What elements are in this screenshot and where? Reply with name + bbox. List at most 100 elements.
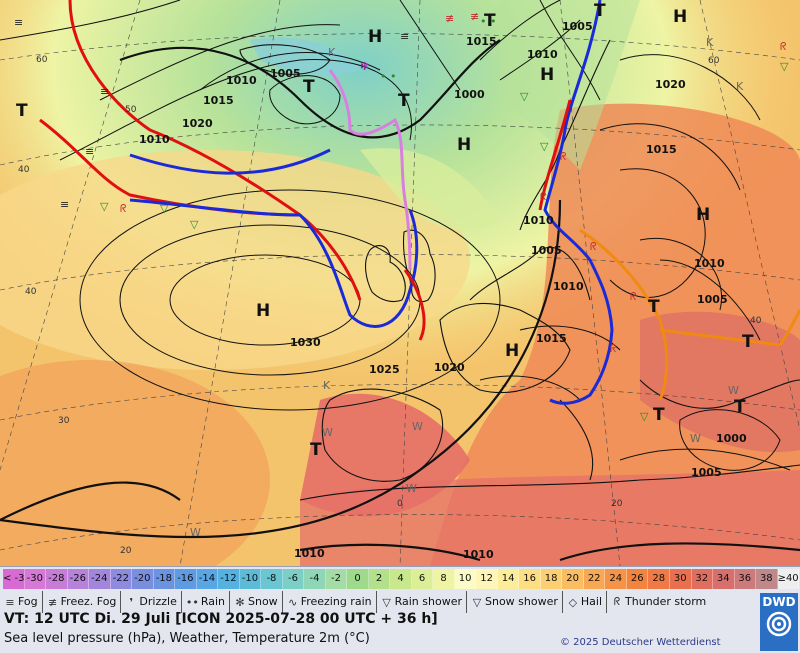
isobar-label: 1010 <box>527 48 558 61</box>
scale-cell: 10 <box>454 569 477 589</box>
isobar-label: 1010 <box>553 280 584 293</box>
north-sea-cool-area <box>360 148 500 231</box>
air-mass-mark: W <box>728 384 739 397</box>
isobar-label: 1005 <box>697 293 728 306</box>
isobar-label: 1020 <box>655 78 686 91</box>
high-pressure-center: H <box>505 341 519 361</box>
svg-text:≡: ≡ <box>400 30 409 43</box>
occluded-front <box>328 69 412 271</box>
legend-panel: < -30-30-28-26-24-22-20-18-16-14-12-10-8… <box>0 566 800 653</box>
svg-text:ᖇ: ᖇ <box>610 342 617 355</box>
isobar-label: 1020 <box>434 361 465 374</box>
scale-cell: ≥40 °C <box>777 569 800 589</box>
isobar-label: 1000 <box>454 88 485 101</box>
svg-text:ᖇ: ᖇ <box>630 290 637 303</box>
warm-front-north-atlantic <box>68 0 362 301</box>
scale-cell: -4 <box>304 569 326 589</box>
legend-item: ▽ Snow shower <box>471 591 563 613</box>
isobar-label: 1015 <box>203 94 234 107</box>
scale-cell: -26 <box>67 569 90 589</box>
scale-cell: 26 <box>626 569 649 589</box>
high-pressure-center: H <box>696 205 710 225</box>
legend-item: ◇ Hail <box>567 591 608 613</box>
scale-cell: 38 <box>756 569 778 589</box>
legend-label: Hail <box>580 595 603 608</box>
svg-text:≡: ≡ <box>85 145 94 158</box>
scale-cell: < -30 <box>3 569 25 589</box>
svg-text:ᖇ: ᖇ <box>120 202 127 215</box>
trough-line-east <box>579 228 669 401</box>
lat-label: 30 <box>58 416 70 426</box>
svg-text:• •: • • <box>480 15 496 28</box>
scale-cell: 8 <box>433 569 455 589</box>
isobar-label: 1005 <box>691 466 722 479</box>
svg-text:≡: ≡ <box>14 16 23 29</box>
lon-label: 0 <box>397 499 403 509</box>
svg-text:≢: ≢ <box>470 10 479 23</box>
isobars <box>0 0 800 562</box>
scale-cell: -14 <box>196 569 219 589</box>
scale-cell: -16 <box>175 569 197 589</box>
air-mass-mark: K <box>328 46 336 59</box>
svg-text:• •: • • <box>380 70 396 83</box>
svg-text:ᖇ: ᖇ <box>590 240 597 253</box>
mid-atlantic-warm-area <box>0 150 470 370</box>
scale-cell: -12 <box>218 569 240 589</box>
legend-item: ▽ Rain shower <box>381 591 467 613</box>
svg-text:ᖇ: ᖇ <box>780 40 787 53</box>
low-pressure-center: T <box>16 101 28 121</box>
low-pressure-center: T <box>594 1 606 21</box>
svg-text:▽: ▽ <box>540 140 549 153</box>
svg-text:ᖇ: ᖇ <box>540 190 547 203</box>
legend-label: Fog <box>18 595 38 608</box>
drizzle-icon: ❜ <box>129 595 134 609</box>
scale-cell: 24 <box>605 569 627 589</box>
svg-text:▽: ▽ <box>190 218 199 231</box>
scale-cell: 6 <box>411 569 434 589</box>
low-pressure-center: T <box>398 91 410 111</box>
legend-label: Freezing rain <box>300 595 372 608</box>
svg-text:✻: ✻ <box>360 60 369 73</box>
lat-label: 60 <box>36 55 48 65</box>
scale-cell: 30 <box>669 569 692 589</box>
high-pressure-center: H <box>368 27 382 47</box>
scale-cell: 16 <box>519 569 541 589</box>
low-pressure-center: T <box>484 11 496 31</box>
isobar-label: 1005 <box>562 20 593 33</box>
lat-label: 40 <box>750 316 762 326</box>
cold-front-biscay <box>129 198 419 328</box>
isobar-label: 1025 <box>369 363 400 376</box>
isobar-label: 1030 <box>290 336 321 349</box>
legend-label: Rain shower <box>394 595 462 608</box>
lat-label: 60 <box>708 56 720 66</box>
isobar-label: 1000 <box>716 432 747 445</box>
low-pressure-center: T <box>310 440 322 460</box>
legend-label: Freez. Fog <box>60 595 117 608</box>
air-mass-mark: K <box>706 36 714 49</box>
svg-text:▽: ▽ <box>640 410 649 423</box>
scale-cell: 34 <box>713 569 735 589</box>
svg-text:≡: ≡ <box>100 85 109 98</box>
legend-label: Snow shower <box>485 595 558 608</box>
rain-shower-icon: ▽ <box>382 595 391 609</box>
low-pressure-center: T <box>648 297 660 317</box>
fog-icon: ≡ <box>5 595 15 609</box>
warm-front-channel <box>403 269 426 341</box>
scale-cell: 0 <box>347 569 369 589</box>
air-mass-mark: W <box>406 482 417 495</box>
scale-cell: -24 <box>89 569 111 589</box>
scale-cell: -10 <box>239 569 262 589</box>
isobar-labels: 1010 1015 1020 1010 1005 1000 1015 1010 … <box>139 20 747 561</box>
high-pressure-center: H <box>540 65 554 85</box>
hail-icon: ◇ <box>568 595 578 609</box>
legend-item: ❜ Drizzle <box>125 591 182 613</box>
legend-item: ᖇ Thunder storm <box>611 591 710 613</box>
scale-cell: -2 <box>325 569 348 589</box>
isobar-label: 1005 <box>270 67 301 80</box>
legend-label: Drizzle <box>139 595 177 608</box>
scale-cell: 14 <box>497 569 520 589</box>
isobar-label: 1010 <box>294 547 325 560</box>
scale-cell: -6 <box>282 569 305 589</box>
svg-text:▽: ▽ <box>100 200 109 213</box>
